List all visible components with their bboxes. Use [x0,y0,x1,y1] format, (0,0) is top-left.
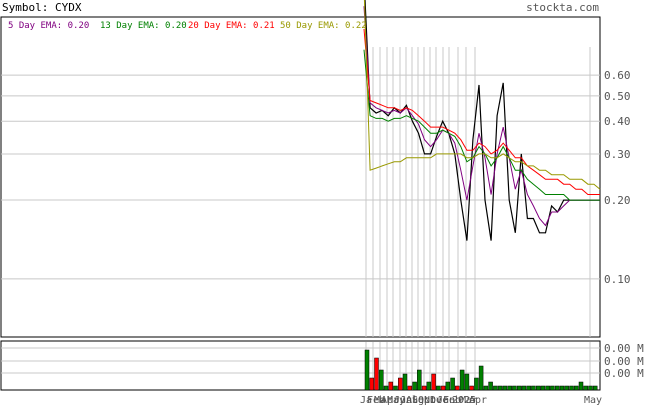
volume-bar [436,385,441,391]
x-tick-label: Nov [424,395,442,406]
x-tick-label: Jan [437,395,455,406]
volume-bar [455,385,460,391]
volume-bar [407,385,413,391]
volume-bar [526,385,531,391]
volume-bar [402,373,408,391]
volume-bar [545,385,550,391]
volume-bar [493,385,498,391]
volume-bar [573,385,579,391]
volume-bar [502,385,508,391]
volume-bar [369,377,375,391]
volume-bar [531,385,536,391]
site-name: stockta.com [526,1,599,14]
volume-bar [583,385,588,391]
volume-bars [364,349,598,391]
volume-bar [412,381,417,391]
volume-bar [497,385,503,391]
price-axis-labels: 0.60 0.50 0.40 0.30 0.20 0.10 [604,69,631,286]
x-tick-label: Apr [381,395,399,406]
x-tick-label: Mar [374,395,392,406]
volume-bar [469,385,474,391]
legend-entry: 50 Day EMA: 0.22 [280,21,367,31]
price-tick-label: 0.30 [604,148,631,161]
volume-bar [388,381,394,391]
volume-tick-label: 0.00 M [604,355,644,368]
x-tick-label: Ja [360,395,372,406]
volume-bar [379,369,384,391]
volume-bar [421,385,427,391]
price-tick-label: 0.10 [604,273,631,286]
volume-bar [588,385,593,391]
volume-bar [450,377,455,391]
volume-bar [483,385,489,391]
price-tick-label: 0.60 [604,69,631,82]
volume-bar [374,357,379,391]
price-tick-label: 0.50 [604,90,631,103]
x-axis-labels: JaFebMarAprMayJunJulAugSepOctNovDecJanFe… [360,395,602,406]
legend-entry: 13 Day EMA: 0.20 [100,21,187,31]
ema50-line [363,0,601,190]
y-gridlines [1,74,600,280]
volume-gridlines [1,342,600,390]
volume-bar [474,377,479,391]
volume-bar [564,385,569,391]
volume-tick-label: 0.00 M [604,342,644,355]
volume-panel [0,340,601,391]
price-lines [363,0,601,241]
price-panel [0,16,601,338]
volume-bar [578,381,584,391]
price-tick-label: 0.40 [604,115,631,128]
x-tick-label: 2025 [452,395,476,406]
volume-bar [383,385,389,391]
ema20-line [363,28,600,195]
volume-bar [559,385,565,391]
volume-bar [516,385,522,391]
x-tick-label: Aug [406,395,424,406]
volume-bar [550,385,555,391]
volume-bar [445,381,451,391]
volume-bar [459,369,465,391]
volume-bar [512,385,517,391]
volume-bar [426,381,432,391]
x-tick-label: May [387,395,405,406]
legend: 5 Day EMA: 0.20 13 Day EMA: 0.20 20 Day EM… [8,21,367,31]
volume-bar [440,385,446,391]
ema13-line [363,49,600,201]
x-tick-label: Jul [400,395,418,406]
volume-bar [569,385,574,391]
volume-bar [507,385,512,391]
x-tick-label: Dec [430,395,448,406]
legend-entry: 5 Day EMA: 0.20 [8,21,89,31]
volume-bar [535,385,541,391]
volume-bar [417,369,422,391]
x-tick-label: Feb [443,395,461,406]
symbol-label: Symbol: CYDX [2,1,82,14]
x-tick-label: Apr [469,395,487,406]
volume-bar [398,377,403,391]
x-tick-label: Jun [394,395,412,406]
volume-bar [521,385,527,391]
volume-bar [364,349,370,391]
volume-bar [478,365,484,391]
x-tick-label: Oct [418,395,436,406]
volume-bar [464,373,470,391]
price-tick-label: 0.20 [604,194,631,207]
volume-bar [431,373,436,391]
volume-tick-label: 0.00 M [604,367,644,380]
ema5-line [363,6,600,227]
volume-bar [554,385,560,391]
x-tick-label: May [584,395,602,406]
volume-bar [393,385,398,391]
x-tick-label: Sep [412,395,430,406]
volume-axis-labels: 0.00 M0.00 M0.00 M [604,342,644,380]
x-gridlines [365,47,591,337]
x-tick-label: Mar [460,395,478,406]
volume-bar [488,381,493,391]
x-tick-label: Feb [367,395,385,406]
volume-bar [540,385,546,391]
volume-bar [592,385,598,391]
legend-entry: 20 Day EMA: 0.21 [188,21,275,31]
